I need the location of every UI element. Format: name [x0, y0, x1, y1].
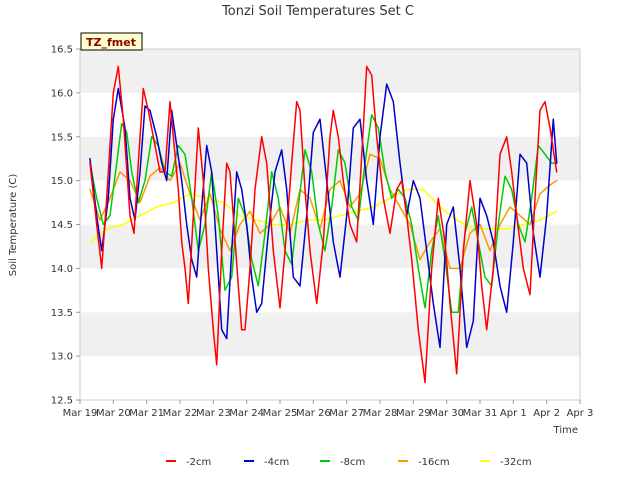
x-tick-label: Apr 1 — [500, 408, 527, 419]
y-axis-title: Soil Temperature (C) — [8, 174, 19, 277]
grid-band — [80, 49, 580, 93]
x-tick-label: Mar 28 — [363, 408, 398, 419]
x-tick-label: Mar 30 — [429, 408, 464, 419]
legend-label: -8cm — [340, 457, 365, 468]
grid-band — [80, 224, 580, 269]
legend-label: -16cm — [418, 457, 450, 468]
legend-label: -32cm — [500, 457, 532, 468]
series-lines — [89, 65, 558, 384]
x-tick-label: Mar 22 — [163, 408, 198, 419]
series-line-2cmcm — [89, 65, 558, 384]
x-tick-label: Mar 19 — [63, 408, 98, 419]
legend: -2cm -4cm -8cm -16cm -32cm — [166, 457, 532, 468]
x-tick-label: Mar 23 — [196, 408, 231, 419]
y-tick-label: 15.0 — [51, 176, 73, 187]
grid-bands — [80, 49, 580, 400]
x-tick-label: Mar 25 — [263, 408, 298, 419]
station-badge: TZ_fmet — [80, 32, 143, 51]
y-tick-label: 13.5 — [51, 308, 73, 319]
grid-band — [80, 312, 580, 357]
grid-band — [80, 92, 580, 137]
y-tick-label: 16.5 — [51, 45, 73, 56]
x-tick-label: Mar 24 — [229, 408, 264, 419]
series-line-8cmcm — [89, 114, 558, 314]
grid-band — [80, 268, 580, 313]
station-badge-label: TZ_fmet — [86, 36, 136, 49]
x-tick-label: Mar 27 — [329, 408, 364, 419]
series-line-4cmcm — [89, 83, 558, 349]
y-tick-label: 13.0 — [51, 352, 73, 363]
x-tick-label: Mar 20 — [96, 408, 131, 419]
y-tick-label: 14.5 — [51, 220, 73, 231]
y-tick-label: 14.0 — [51, 264, 73, 275]
y-tick-label: 15.5 — [51, 132, 73, 143]
x-tick-label: Mar 26 — [296, 408, 331, 419]
x-tick-label: Mar 31 — [463, 408, 498, 419]
x-tick-label: Mar 29 — [396, 408, 431, 419]
y-axis: 12.5 13.0 13.5 14.0 14.5 15.0 15.5 16.0 16.5 — [51, 45, 80, 407]
chart-title: Tonzi Soil Temperatures Set C — [221, 4, 414, 19]
y-tick-label: 12.5 — [51, 396, 73, 407]
legend-label: -2cm — [186, 457, 211, 468]
x-tick-label: Apr 2 — [533, 408, 560, 419]
x-tick-label: Apr 3 — [567, 408, 594, 419]
station-badge-box — [80, 32, 143, 51]
x-axis-title: Time — [553, 425, 578, 436]
y-tick-label: 16.0 — [51, 88, 73, 99]
grid-band — [80, 356, 580, 400]
legend-label: -4cm — [264, 457, 289, 468]
x-tick-label: Mar 21 — [129, 408, 164, 419]
